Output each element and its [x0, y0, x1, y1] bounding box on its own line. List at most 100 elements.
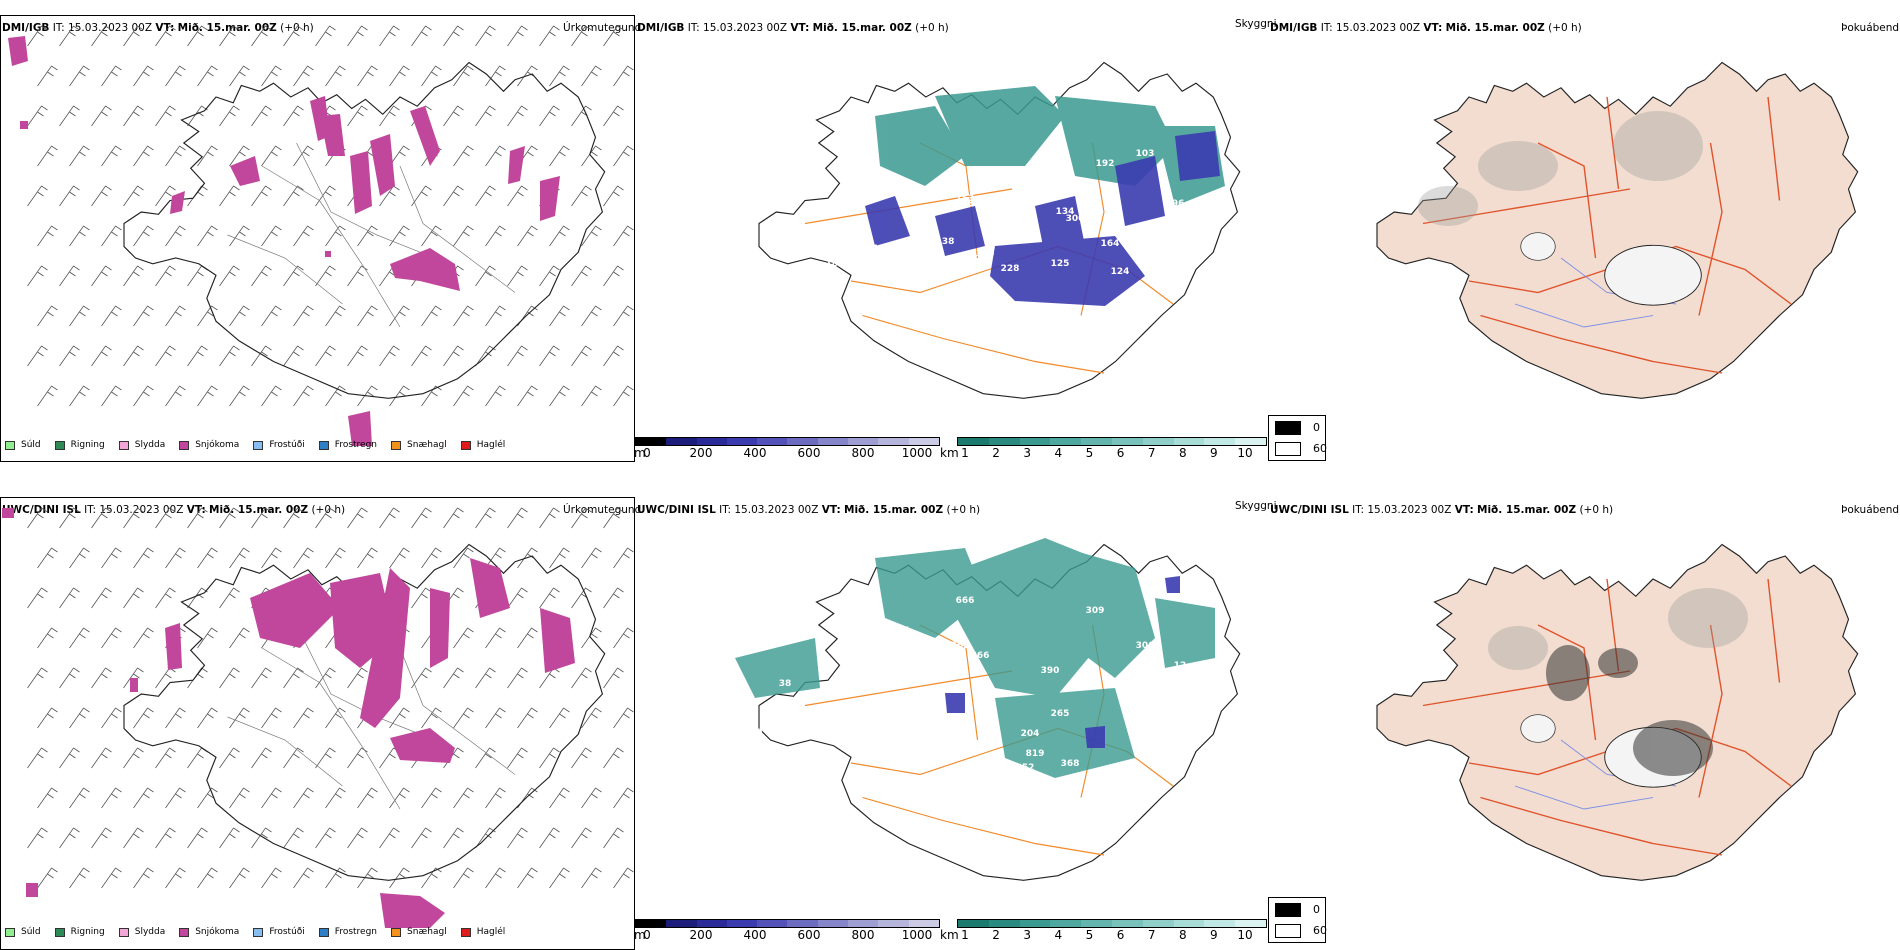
vt-value: Mið. 15.mar. 00Z — [812, 22, 912, 34]
visibility-colorbar — [957, 437, 1267, 446]
wind-barb — [197, 787, 218, 809]
legend-item: Slydda — [118, 440, 165, 450]
wind-barb — [59, 265, 80, 287]
colorbar-tick: 200 — [689, 446, 713, 460]
colorbar-tick: 4 — [1054, 928, 1063, 942]
wind-barb — [603, 747, 624, 769]
wind-barb — [389, 385, 410, 407]
wind-barb — [69, 547, 90, 569]
wind-barb — [475, 507, 496, 529]
vt-value: Mið. 15.mar. 00Z — [209, 504, 309, 516]
model-name: UWC/DINI ISL — [2, 504, 81, 516]
wind-barb — [91, 587, 112, 609]
wind-barb — [347, 105, 368, 127]
cloud-base-label: 282 — [1051, 189, 1070, 199]
colorbar-segment — [817, 438, 849, 445]
legend-swatch — [318, 927, 329, 937]
wind-barb — [219, 345, 240, 367]
wind-barb — [613, 787, 634, 809]
legend-item: Snjókoma — [179, 440, 239, 450]
wind-barb — [475, 747, 496, 769]
wind-barb — [581, 867, 602, 889]
wind-barb — [421, 65, 442, 87]
cloud-base-label: 220 — [1171, 219, 1190, 229]
wind-barb — [389, 145, 410, 167]
wind-barb — [251, 827, 272, 849]
wind-barb — [27, 105, 48, 127]
colorbar-tick: 1000 — [901, 928, 933, 942]
wind-barb — [283, 345, 304, 367]
wind-barb — [37, 787, 58, 809]
legend-item: Snæhagl — [391, 927, 447, 937]
legend-item: Rigning — [54, 927, 105, 937]
precip-panel-row2: UWC/DINI ISL IT: 15.03.2023 00Z VT: Mið.… — [0, 482, 641, 950]
wind-barb — [197, 627, 218, 649]
wind-barb — [507, 185, 528, 207]
wind-barb — [315, 747, 336, 769]
wind-barb — [613, 547, 634, 569]
cloud-base-label: 226 — [758, 159, 777, 169]
wind-barb — [389, 707, 410, 729]
wind-barb — [59, 25, 80, 47]
wind-barb — [315, 25, 336, 47]
wind-barb — [603, 667, 624, 689]
cloud-base-label: 155 — [716, 229, 735, 239]
wind-barb — [379, 827, 400, 849]
wind-barb — [411, 185, 432, 207]
legend-swatch — [54, 440, 65, 450]
wind-barb — [229, 225, 250, 247]
vt-label: VT: — [186, 504, 206, 516]
colorbar-tick: 600 — [797, 446, 821, 460]
vis-map: 226 248 182 152 155 167 149 138 159 146 228 125 164 1… — [716, 61, 1241, 399]
legend-swatch — [5, 927, 15, 937]
wind-barb — [613, 627, 634, 649]
vis-panel-row2: UWC/DINI ISL IT: 15.03.2023 00Z VT: Mið.… — [634, 482, 1277, 950]
vis-title: Skyggni — [1235, 500, 1277, 512]
wind-barb — [123, 185, 144, 207]
wind-barb — [603, 587, 624, 609]
cloud-base-label: 306 — [1136, 641, 1155, 651]
colorbar-segment — [1235, 438, 1266, 445]
wind-barb — [197, 547, 218, 569]
wind-barb — [507, 25, 528, 47]
wind-barb — [165, 305, 186, 327]
legend-item: Slydda — [118, 927, 165, 937]
wind-barb — [475, 265, 496, 287]
wind-barb — [421, 305, 442, 327]
wind-barb — [293, 787, 314, 809]
colorbar-segment — [1050, 438, 1082, 445]
panel-header: DMI/IGB IT: 15.03.2023 00Z VT: Mið. 15.m… — [637, 22, 949, 34]
vt-value: Mið. 15.mar. 00Z — [1477, 504, 1577, 516]
wind-barb — [27, 507, 48, 529]
colorbar-tick: 2 — [992, 446, 1000, 460]
wind-barb — [485, 707, 506, 729]
legend-swatch — [460, 440, 471, 450]
fog-panel-row2: UWC/DINI ISL IT: 15.03.2023 00Z VT: Mið.… — [1268, 482, 1900, 950]
wind-barb — [453, 627, 474, 649]
wind-barb — [123, 587, 144, 609]
wind-barb — [581, 385, 602, 407]
wind-barb — [517, 707, 538, 729]
colorbar-segment — [817, 920, 849, 927]
cloud-base-label: 146 — [976, 249, 995, 259]
wind-barb — [315, 265, 336, 287]
cloud-base-label: 265 — [1051, 709, 1070, 719]
wind-barb — [603, 827, 624, 849]
wind-barb — [315, 345, 336, 367]
wind-barb — [443, 507, 464, 529]
colorbar-segment — [848, 920, 879, 927]
wind-barb — [37, 65, 58, 87]
precip-title: Úrkomutegund — [563, 22, 642, 34]
lead-time: (+0 h) — [280, 22, 314, 34]
wind-barb — [197, 707, 218, 729]
cloud-base-unit: m — [634, 928, 646, 942]
wind-barb — [411, 587, 432, 609]
wind-barb — [347, 827, 368, 849]
wind-barb — [37, 627, 58, 649]
wind-barb — [155, 105, 176, 127]
snow-areas — [2, 508, 575, 928]
wind-barb — [421, 547, 442, 569]
cloud-base-label: 152 — [776, 184, 795, 194]
wind-barb — [507, 507, 528, 529]
wind-barb — [357, 385, 378, 407]
